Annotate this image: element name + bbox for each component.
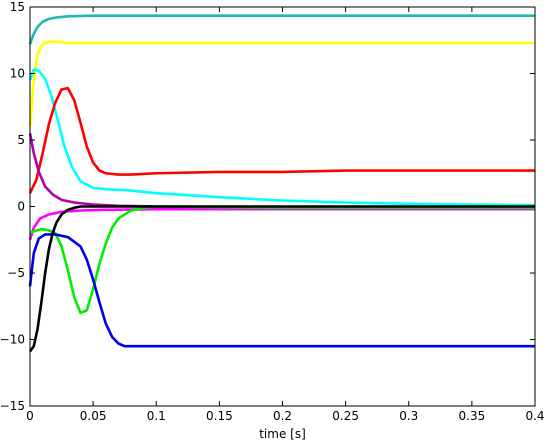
ticks-group: 0 0.05 0.1 0.15 0.2 0.25 0.3 0.35 0.4 −15 −10 −5 0 5 1… (0, 0, 545, 423)
x-tick-label: 0.3 (399, 409, 418, 423)
series-group (28, 14, 536, 353)
series-line-3 (28, 68, 536, 207)
x-tick-label: 0.05 (80, 409, 107, 423)
x-tick-label: 0.1 (147, 409, 166, 423)
x-tick-label: 0.35 (459, 409, 486, 423)
series-line-1 (28, 14, 535, 45)
x-tick-label: 0.4 (525, 409, 544, 423)
y-tick-label: −5 (7, 266, 25, 280)
y-tick-label: −10 (0, 333, 25, 347)
x-tick-label: 0.2 (273, 409, 292, 423)
y-tick-label: 10 (10, 67, 25, 81)
series-line-4 (28, 86, 535, 194)
series-line-6 (28, 207, 535, 241)
y-tick-label: 5 (17, 133, 25, 147)
series-line-2 (28, 40, 535, 127)
y-tick-label: −15 (0, 399, 25, 413)
y-tick-label: 15 (10, 0, 25, 14)
series-line-8 (28, 233, 535, 348)
x-tick-label: 0 (26, 409, 34, 423)
series-line-7 (29, 205, 535, 315)
y-tick-label: 0 (17, 200, 25, 214)
series-line-9 (28, 205, 535, 353)
x-tick-label: 0.25 (332, 409, 359, 423)
x-tick-label: 0.15 (206, 409, 233, 423)
x-axis-label: time [s] (259, 427, 306, 441)
